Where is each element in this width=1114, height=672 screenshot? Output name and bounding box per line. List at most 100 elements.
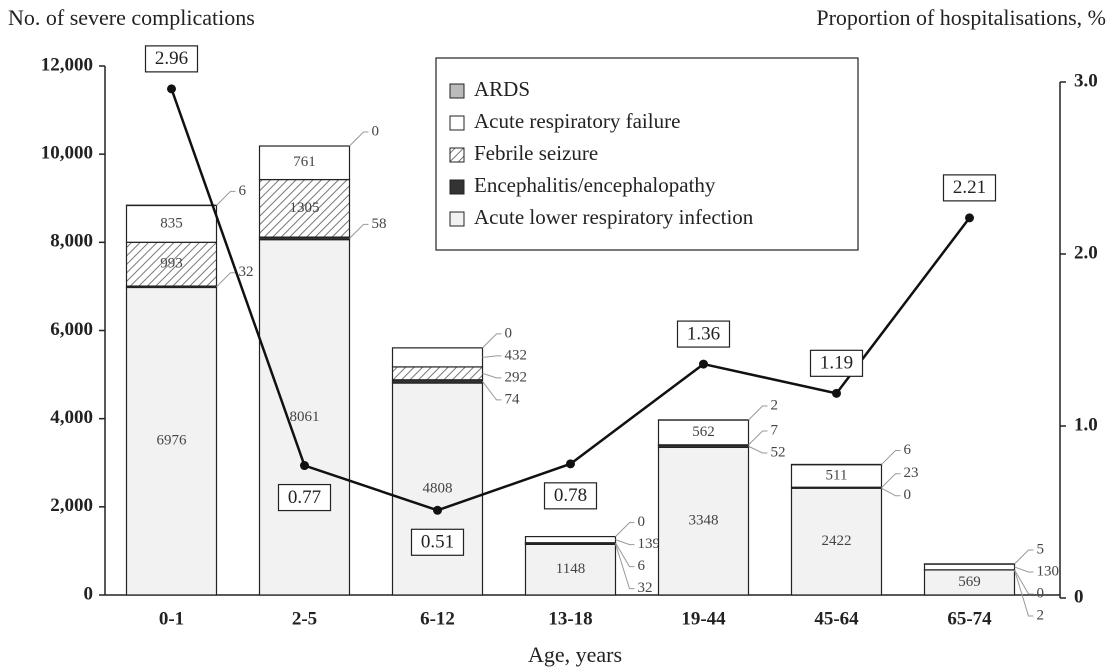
leader-line — [216, 190, 236, 206]
value-label-box — [543, 482, 598, 510]
value-label-box — [676, 320, 731, 348]
x-tick-label: 0-1 — [159, 608, 184, 629]
segment-label: 511 — [826, 467, 848, 483]
segment-label: 2422 — [822, 533, 852, 549]
segment-label: 2 — [771, 397, 779, 413]
segment-label: 23 — [904, 465, 919, 481]
segment-label: 0 — [1037, 585, 1045, 601]
line-point — [566, 459, 575, 469]
y-tick-label: 2,000 — [50, 495, 93, 516]
segment-label: 569 — [958, 574, 981, 590]
segment-label: 835 — [160, 215, 183, 231]
segment-label: 6 — [904, 442, 912, 458]
segment-label: 0 — [638, 514, 646, 530]
legend-swatch — [449, 147, 465, 163]
y2-tick-label: 3.0 — [1074, 70, 1098, 91]
segment-label: 74 — [505, 391, 521, 407]
bar-segment — [125, 204, 218, 243]
line-point — [832, 388, 841, 398]
bar-segment — [258, 239, 351, 596]
leader-line — [1014, 569, 1034, 617]
value-label: 2.21 — [953, 177, 986, 198]
y-tick-label: 6,000 — [50, 319, 93, 340]
leader-line — [748, 405, 768, 421]
line-point — [167, 84, 176, 94]
leader-line — [748, 445, 768, 454]
legend-label: Febrile seizure — [474, 141, 598, 165]
leader-line — [482, 333, 502, 349]
bar-segment — [657, 419, 750, 446]
legend-swatch — [449, 211, 465, 227]
segment-label: 32 — [638, 580, 653, 596]
legend-swatch — [449, 115, 465, 131]
segment-label: 7 — [771, 422, 779, 438]
segment-label: 1305 — [290, 200, 320, 216]
segment-label: 6 — [239, 183, 247, 199]
segment-label: 4808 — [423, 480, 453, 496]
leader-line — [216, 272, 236, 288]
bar-segment — [524, 543, 617, 596]
leader-line — [1014, 549, 1034, 565]
line-point — [433, 505, 442, 515]
leader-line — [482, 381, 502, 401]
bar-segment — [125, 241, 218, 287]
value-label-box — [144, 45, 199, 73]
bar-segment — [258, 178, 351, 238]
line-point — [965, 213, 974, 223]
leader-line — [881, 473, 901, 489]
bar-segment — [258, 145, 351, 181]
leader-line — [615, 522, 635, 537]
segment-label: 761 — [293, 154, 316, 170]
legend-box — [435, 57, 859, 251]
legend-label: Acute respiratory failure — [474, 109, 680, 133]
leader-line — [482, 355, 502, 358]
legend-swatch — [449, 83, 465, 99]
leader-line — [881, 450, 901, 465]
segment-label: 0 — [904, 487, 912, 503]
segment-label: 993 — [160, 256, 183, 272]
x-tick-label: 13-18 — [548, 608, 592, 629]
segment-label: 1148 — [556, 561, 585, 577]
legend-label: Acute lower respiratory infection — [474, 205, 754, 229]
bar-segment — [524, 535, 617, 544]
segment-label: 32 — [239, 264, 254, 280]
x-axis-title: Age, years — [528, 642, 622, 667]
line-point — [300, 461, 309, 471]
segment-label: 139 — [638, 536, 661, 552]
y-tick-label: 12,000 — [41, 54, 93, 75]
segment-label: 292 — [505, 369, 528, 385]
leader-line — [748, 430, 768, 446]
x-tick-label: 6-12 — [420, 608, 455, 629]
y2-tick-label: 2.0 — [1074, 242, 1098, 263]
bar-segment — [923, 569, 1016, 596]
leader-line — [615, 539, 635, 546]
bar-segment — [657, 446, 750, 596]
segment-label: 8061 — [290, 409, 320, 425]
legend-label: Encephalitis/encephalopathy — [474, 173, 716, 197]
segment-label: 2 — [1037, 607, 1045, 623]
line-point — [699, 359, 708, 369]
leader-line — [1014, 569, 1034, 595]
leader-line — [1014, 566, 1034, 573]
value-label: 1.36 — [687, 323, 720, 344]
segment-label: 6 — [638, 558, 646, 574]
segment-label: 562 — [692, 424, 715, 440]
value-label-box — [809, 349, 864, 377]
bar-segment — [790, 487, 883, 596]
y-axis-title: No. of severe complications — [8, 5, 255, 30]
value-label-box — [410, 528, 465, 556]
segment-label: 0 — [505, 325, 513, 341]
y2-axis-title: Proportion of hospitalisations, % — [816, 5, 1106, 30]
y-tick-label: 8,000 — [50, 231, 93, 252]
bar-segment — [923, 563, 1016, 571]
value-label-box — [942, 174, 997, 202]
x-tick-label: 19-44 — [681, 608, 726, 629]
segment-label: 52 — [771, 444, 786, 460]
value-label: 0.77 — [288, 487, 321, 508]
y2-tick-label: 1.0 — [1074, 414, 1098, 435]
x-tick-label: 45-64 — [814, 608, 859, 629]
y-tick-label: 4,000 — [50, 407, 93, 428]
leader-line — [615, 542, 635, 568]
value-label: 2.96 — [155, 48, 188, 69]
